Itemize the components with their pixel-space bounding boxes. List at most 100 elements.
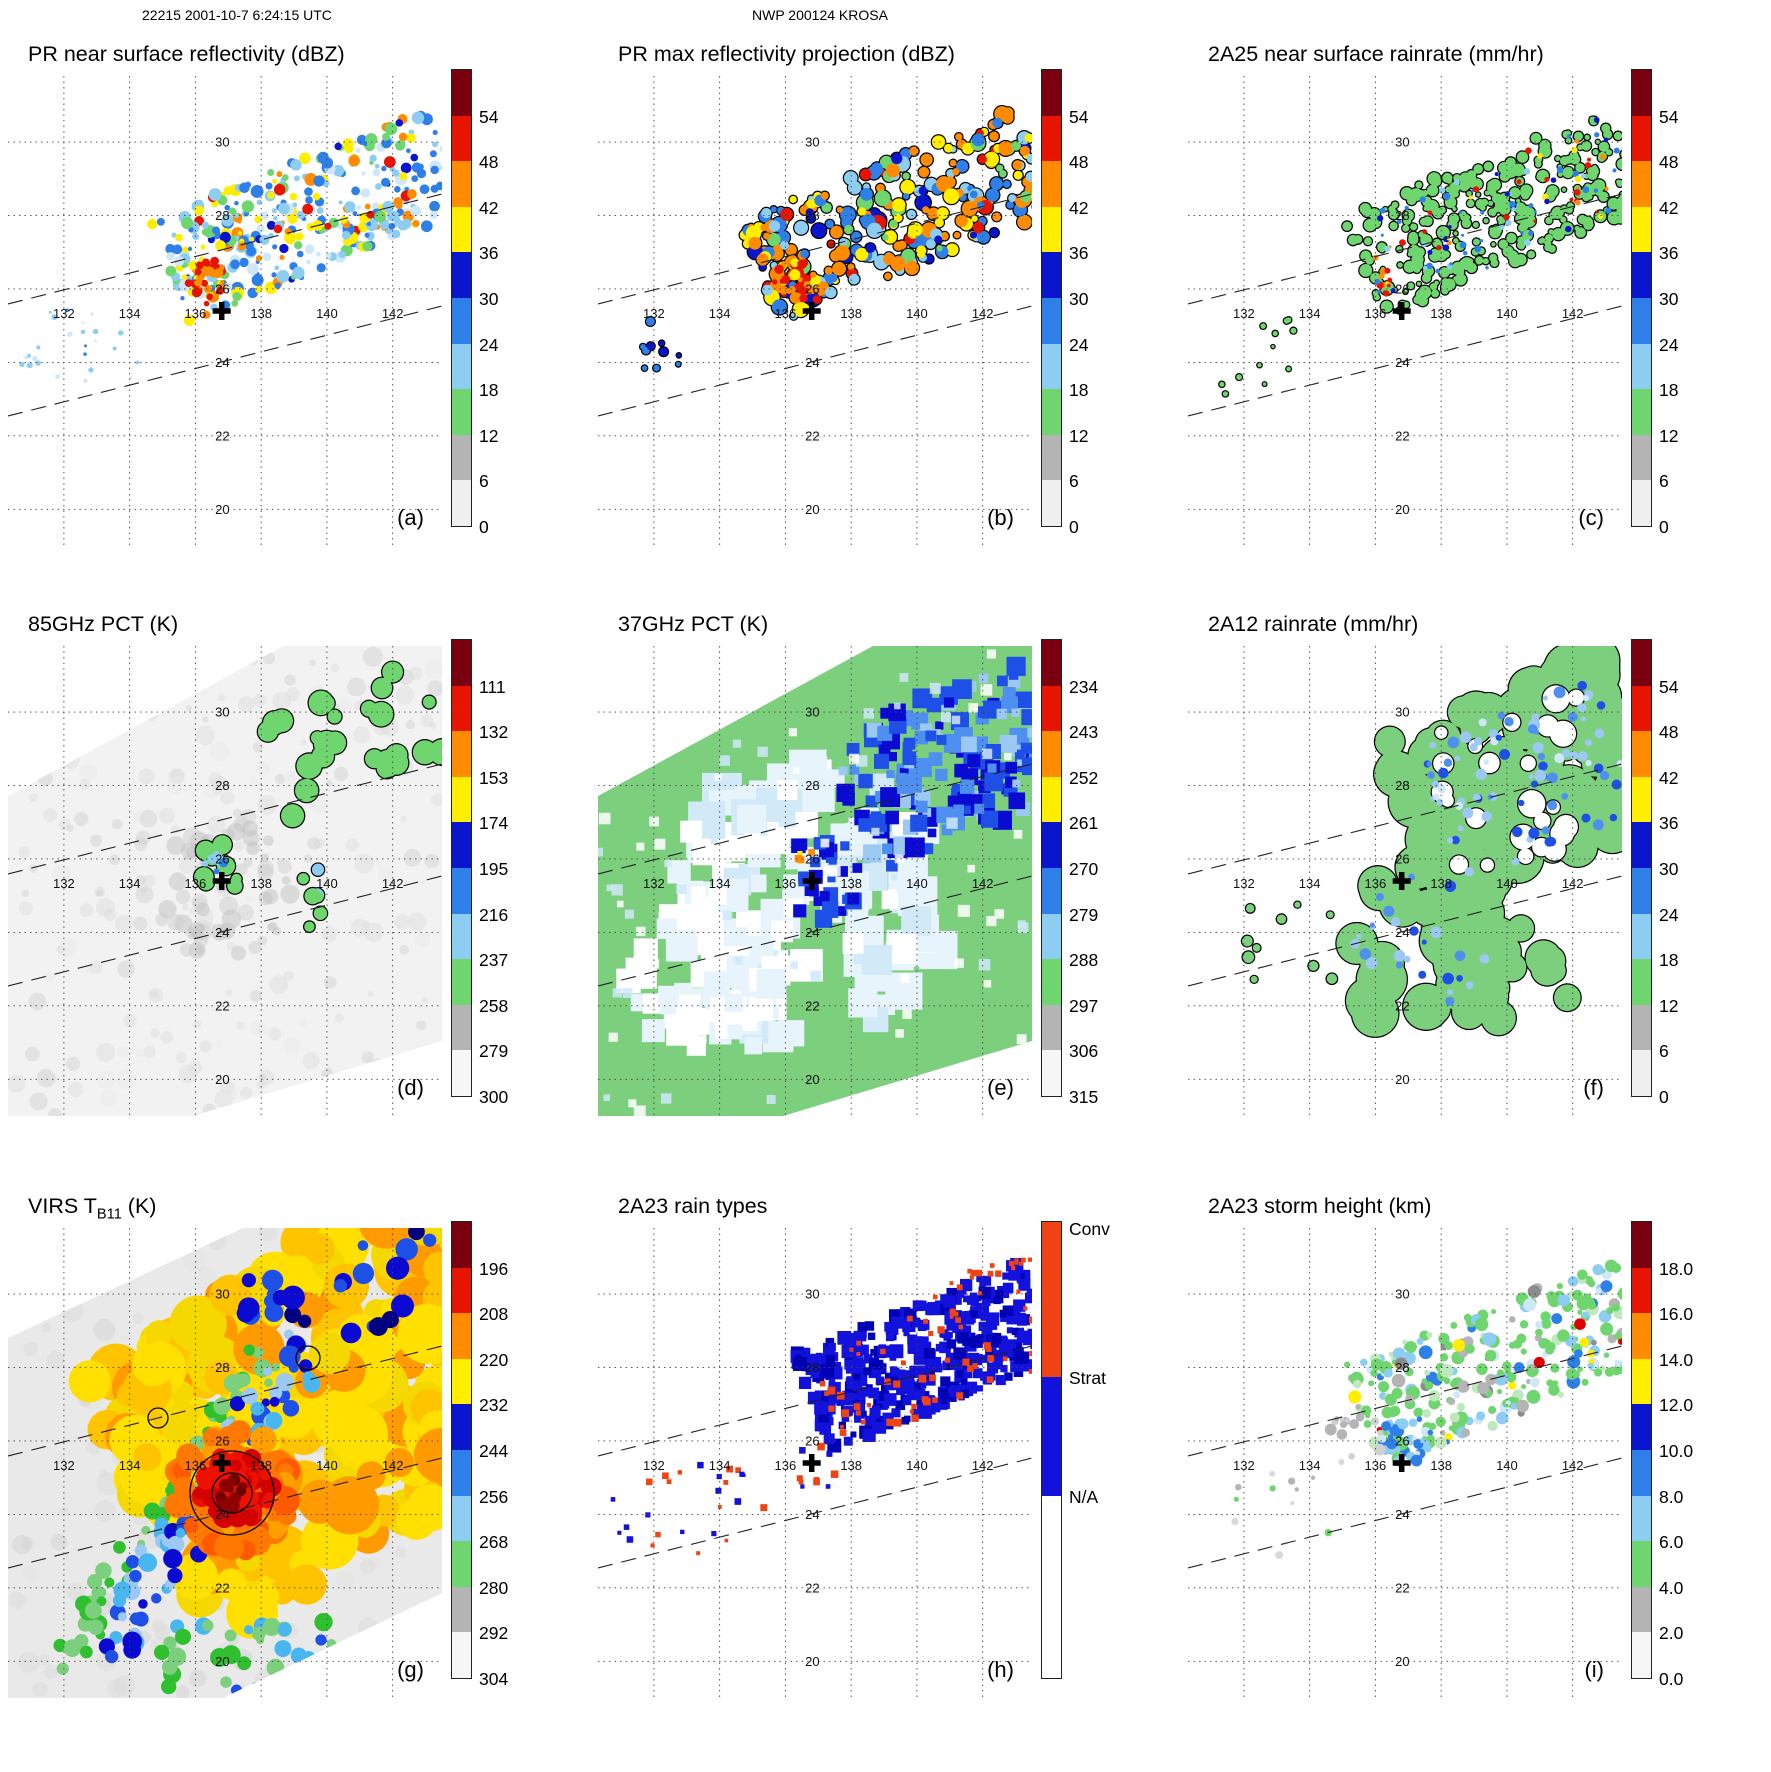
colorbar-segment [1632, 1005, 1651, 1051]
colorbar-tick: 208 [479, 1304, 508, 1325]
panel-letter-h: (h) [987, 1657, 1014, 1682]
lat-label: 20 [1395, 1654, 1409, 1669]
lat-label: 20 [215, 1072, 229, 1087]
colorbar-segment [1632, 1450, 1651, 1496]
colorbar-segment [1042, 914, 1061, 960]
colorbar-tick: 54 [1069, 107, 1088, 128]
lat-label: 28 [215, 778, 229, 793]
colorbar-segment [1042, 70, 1061, 116]
colorbar-tick: 54 [1659, 107, 1678, 128]
colorbar-segment [1632, 640, 1651, 686]
lat-label: 20 [805, 1072, 819, 1087]
colorbar-tick: 288 [1069, 950, 1098, 971]
colorbar-tick: 153 [479, 768, 508, 789]
header-datetime: 22215 2001-10-7 6:24:15 UTC [142, 7, 332, 23]
colorbar-tick: 0 [479, 517, 489, 538]
panel-title-f: 2A12 rainrate (mm/hr) [1208, 612, 1418, 637]
swath-edge-dashed-line [1188, 1458, 1622, 1568]
colorbar-segment [1632, 1541, 1651, 1587]
colorbar-tick: 196 [479, 1259, 508, 1280]
colorbar-segment [1632, 252, 1651, 298]
colorbar-segment [1632, 1050, 1651, 1096]
lat-label: 20 [1395, 1072, 1409, 1087]
lat-label: 26 [215, 1433, 229, 1448]
colorbar-segment [452, 640, 471, 686]
colorbar-segment [1042, 207, 1061, 253]
colorbar-tick: 12 [479, 426, 498, 447]
colorbar-segment [1042, 1050, 1061, 1096]
colorbar-category-label: Conv [1069, 1219, 1110, 1240]
lat-label: 22 [215, 1580, 229, 1595]
colorbar-segment [1632, 1632, 1651, 1678]
panel-title-a: PR near surface reflectivity (dBZ) [28, 42, 345, 67]
lon-label: 134 [119, 306, 141, 321]
panel-title-text: VIRS T [28, 1194, 97, 1218]
colorbar-tick: 174 [479, 813, 508, 834]
colorbar-segment [452, 1313, 471, 1359]
colorbar-tick: 16.0 [1659, 1304, 1693, 1325]
colorbar-segment [1632, 777, 1651, 823]
colorbar-tick: 258 [479, 996, 508, 1017]
colorbar-bar [452, 70, 471, 526]
lon-label: 136 [775, 1458, 797, 1473]
colorbar-segment [1632, 1222, 1651, 1268]
colorbar-tick: 24 [479, 335, 498, 356]
colorbar-tick: 132 [479, 722, 508, 743]
colorbar-segment [1632, 70, 1651, 116]
colorbar-tick: 36 [1659, 813, 1678, 834]
lat-label: 30 [1395, 1287, 1409, 1302]
lat-label: 26 [805, 1433, 819, 1448]
colorbar-segment [1632, 1496, 1651, 1542]
colorbar-segment [1632, 959, 1651, 1005]
colorbar-tick: 42 [479, 198, 498, 219]
colorbar-tick: 300 [479, 1087, 508, 1108]
lat-label: 22 [215, 428, 229, 443]
colorbar-segment [452, 298, 471, 344]
colorbar-segment [1042, 252, 1061, 298]
lat-label: 26 [805, 281, 819, 296]
swath-edge-dashed-line [598, 306, 1032, 416]
colorbar-tick: 18 [1069, 380, 1088, 401]
colorbar-tick: 292 [479, 1623, 508, 1644]
lon-label: 140 [1496, 306, 1518, 321]
colorbar-segment [452, 1496, 471, 1542]
colorbar-segment [1632, 822, 1651, 868]
colorbar-segment [452, 70, 471, 116]
panel-letter-g: (g) [397, 1657, 424, 1682]
lon-label: 136 [185, 306, 207, 321]
data-layer [1218, 115, 1622, 397]
lon-label: 140 [906, 1458, 928, 1473]
colorbar-tick: 4.0 [1659, 1578, 1683, 1599]
lon-label: 136 [1365, 876, 1387, 891]
lon-label: 136 [775, 306, 797, 321]
colorbar-tick: 0 [1659, 517, 1669, 538]
colorbar-tick: 18 [479, 380, 498, 401]
colorbar-segment [1042, 640, 1061, 686]
colorbar-bar [1042, 70, 1061, 526]
lon-label: 140 [1496, 876, 1518, 891]
panel-title-e: 37GHz PCT (K) [618, 612, 768, 637]
lon-label: 140 [906, 876, 928, 891]
colorbar-segment [1042, 389, 1061, 435]
colorbar-bar [452, 1222, 471, 1678]
colorbar-segment [1042, 777, 1061, 823]
lon-label: 138 [840, 306, 862, 321]
colorbar-segment [1042, 298, 1061, 344]
colorbar-tick: 6 [1069, 471, 1079, 492]
lon-label: 134 [709, 1458, 731, 1473]
colorbar-tick: 252 [1069, 768, 1098, 789]
colorbar-tick: 30 [1659, 859, 1678, 880]
colorbar-segment [452, 161, 471, 207]
